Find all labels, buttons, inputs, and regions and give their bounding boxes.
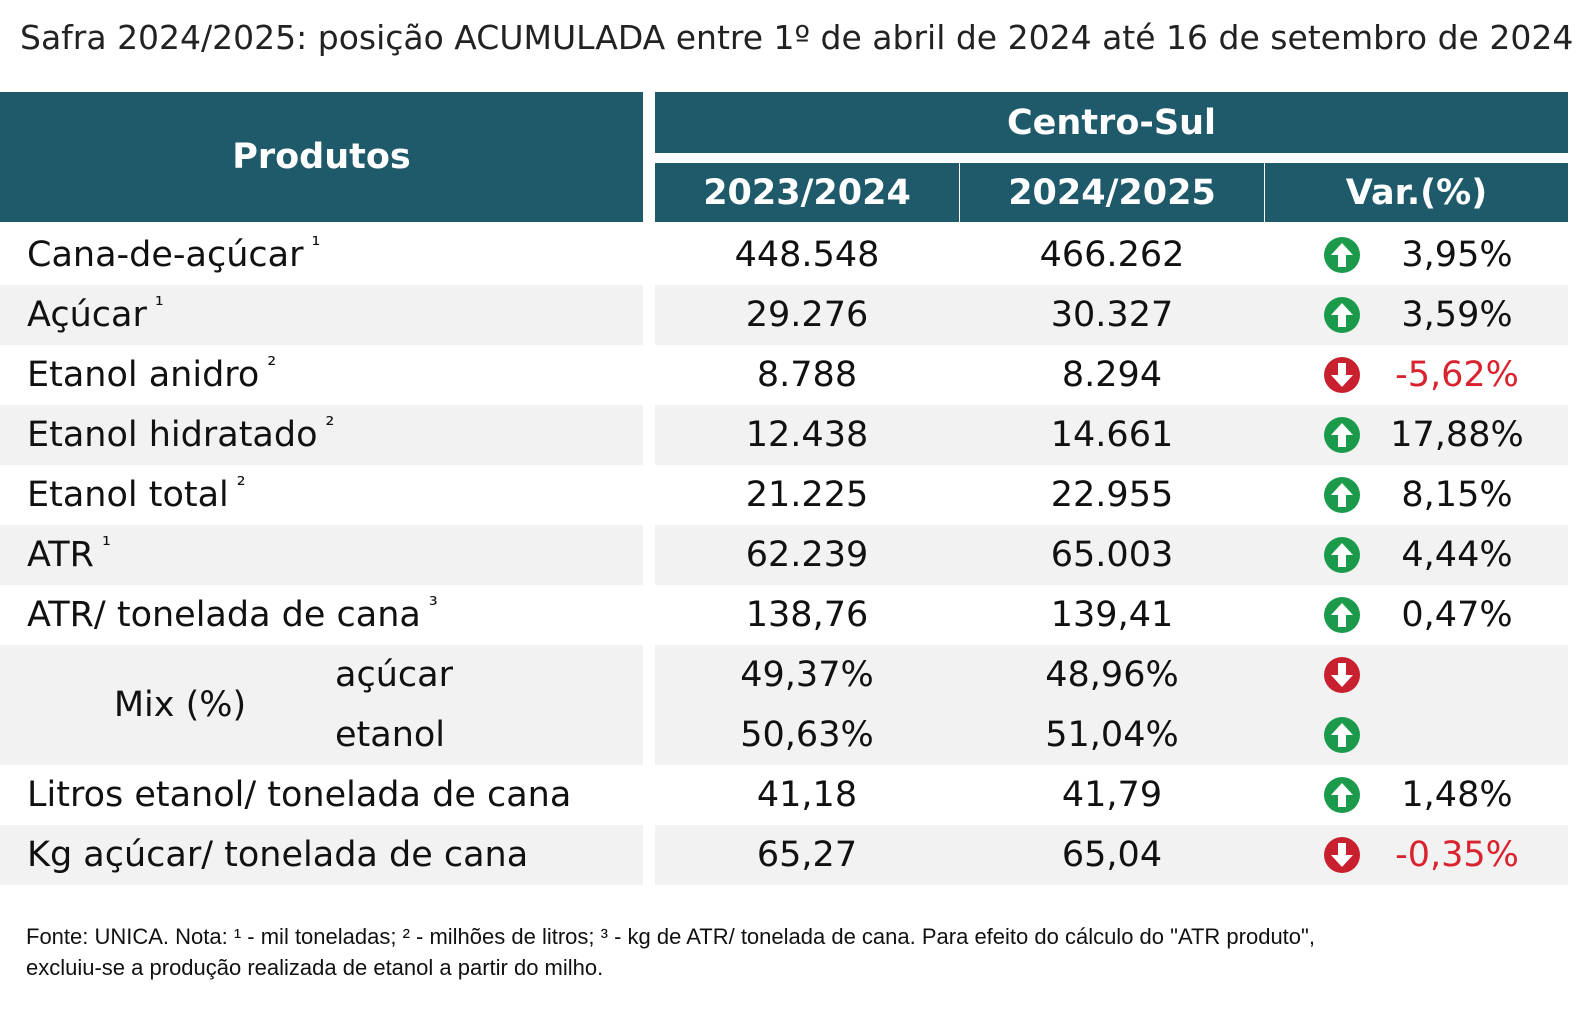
cell-value: 30.327: [1050, 295, 1174, 335]
trend-arrow: [1324, 417, 1360, 453]
trend-arrow: [1324, 297, 1360, 333]
var-value: 8,15%: [1401, 475, 1513, 515]
label-text: ATR: [27, 535, 94, 575]
label-text: Açúcar: [27, 295, 147, 335]
row-bg: [655, 525, 1568, 585]
note: ³: [428, 593, 438, 618]
row-bg: [655, 645, 1568, 765]
var-value: -0,35%: [1395, 835, 1519, 875]
cell-value: 41,18: [756, 775, 858, 815]
header-region: Centro-Sul: [655, 92, 1568, 153]
row-bg: [0, 525, 643, 585]
var-value: 0,47%: [1401, 595, 1513, 635]
var-value: 3,95%: [1401, 235, 1513, 275]
cell-value: 65,27: [756, 835, 858, 875]
trend-arrow: [1324, 597, 1360, 633]
note: ¹: [101, 533, 111, 558]
cell-value: 65.003: [1050, 535, 1174, 575]
row-label: Cana-de-açúcar ¹: [27, 225, 320, 285]
cell-value: 29.276: [745, 295, 869, 335]
var-value: -5,62%: [1395, 355, 1519, 395]
trend-arrow: [1324, 837, 1360, 873]
var-value: 1,48%: [1401, 775, 1513, 815]
footer-line: excluiu-se a produção realizada de etano…: [26, 955, 604, 980]
row-label: Etanol total ²: [27, 465, 246, 525]
cell-value: 51,04%: [1045, 715, 1179, 755]
note: ²: [325, 413, 335, 438]
trend-arrow: [1324, 477, 1360, 513]
header-column: 2023/2024: [655, 163, 959, 222]
cell-value: 22.955: [1050, 475, 1174, 515]
row-label: Etanol hidratado ²: [27, 405, 334, 465]
cell-value: 448.548: [734, 235, 880, 275]
cell-value: 8.294: [1061, 355, 1163, 395]
row-bg: [0, 285, 643, 345]
trend-arrow: [1324, 357, 1360, 393]
row-label: Mix (%): [113, 685, 247, 725]
header-column: 2024/2025: [960, 163, 1264, 222]
note: ²: [267, 353, 277, 378]
trend-arrow: [1324, 537, 1360, 573]
trend-arrow: [1324, 777, 1360, 813]
note: ¹: [311, 233, 321, 258]
cell-value: 12.438: [745, 415, 869, 455]
row-bg: [655, 405, 1568, 465]
label-text: ATR/ tonelada de cana: [27, 595, 421, 635]
cell-value: 48,96%: [1045, 655, 1179, 695]
cell-value: 466.262: [1039, 235, 1185, 275]
sub-label: açúcar: [335, 655, 453, 695]
label-text: Cana-de-açúcar: [27, 235, 304, 275]
label-text: Kg açúcar/ tonelada de cana: [27, 835, 529, 875]
note: ²: [236, 473, 246, 498]
row-bg: [655, 825, 1568, 885]
cell-value: 62.239: [745, 535, 869, 575]
note: ¹: [154, 293, 164, 318]
sub-label: etanol: [335, 715, 446, 755]
trend-arrow: [1324, 237, 1360, 273]
cell-value: 41,79: [1061, 775, 1163, 815]
label-text: Etanol hidratado: [27, 415, 318, 455]
label-text: Etanol total: [27, 475, 229, 515]
cell-value: 14.661: [1050, 415, 1174, 455]
cell-value: 138,76: [745, 595, 869, 635]
footer-line: Fonte: UNICA. Nota: ¹ - mil toneladas; ²…: [26, 924, 1315, 949]
row-bg: [655, 285, 1568, 345]
row-label: Açúcar ¹: [27, 285, 164, 345]
row-label: ATR ¹: [27, 525, 111, 585]
title: Safra 2024/2025: posição ACUMULADA entre…: [20, 18, 1574, 57]
row-label: Etanol anidro ²: [27, 345, 276, 405]
label-text: Etanol anidro: [27, 355, 260, 395]
cell-value: 49,37%: [740, 655, 874, 695]
trend-arrow: [1324, 657, 1360, 693]
cell-value: 139,41: [1050, 595, 1174, 635]
var-value: 4,44%: [1401, 535, 1513, 575]
header-column: Var.(%): [1265, 163, 1568, 222]
row-label: ATR/ tonelada de cana ³: [27, 585, 438, 645]
header-products: Produtos: [0, 92, 643, 222]
row-label: Litros etanol/ tonelada de cana: [27, 765, 571, 825]
cell-value: 8.788: [756, 355, 858, 395]
row-label: Kg açúcar/ tonelada de cana: [27, 825, 528, 885]
var-value: 3,59%: [1401, 295, 1513, 335]
trend-arrow: [1324, 717, 1360, 753]
row-bg: [0, 825, 643, 885]
row-bg: [0, 405, 643, 465]
var-value: 17,88%: [1390, 415, 1524, 455]
row-bg: [0, 645, 643, 765]
cell-value: 65,04: [1061, 835, 1163, 875]
label-text: Litros etanol/ tonelada de cana: [27, 775, 572, 815]
cell-value: 50,63%: [740, 715, 874, 755]
cell-value: 21.225: [745, 475, 869, 515]
